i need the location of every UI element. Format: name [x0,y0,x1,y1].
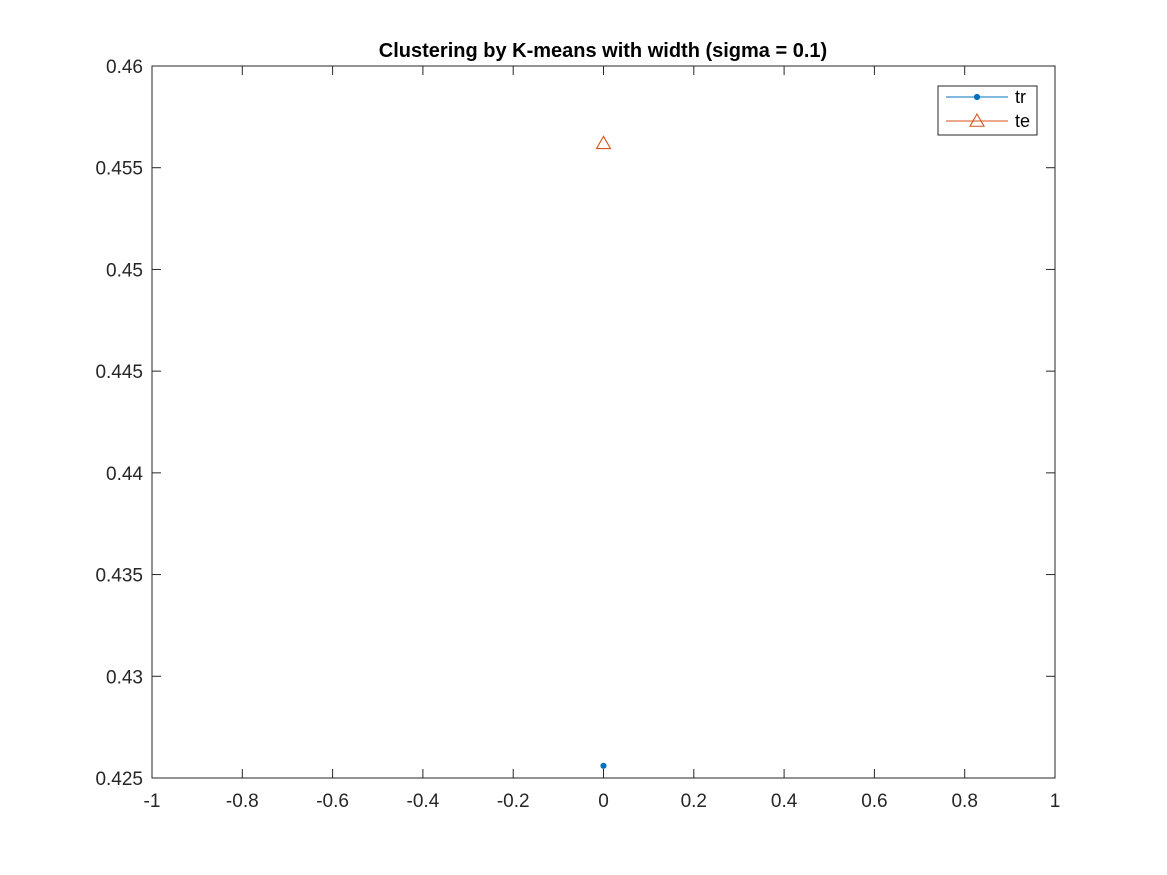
legend-marker-te [969,112,985,127]
plot-area [151,65,1056,779]
y-tick-label: 0.45 [106,260,143,281]
x-tick-label: 0.2 [681,791,707,812]
x-tick-label: 0.6 [861,791,887,812]
y-tick-label: 0.43 [106,667,143,688]
series-te-point [595,135,612,150]
x-tick-label: -0.8 [226,791,259,812]
series-tr-point [600,762,607,769]
y-tick-label: 0.455 [95,159,143,180]
x-tick-label: -0.2 [497,791,530,812]
x-tick-label: 0 [598,791,609,812]
x-tick-label: -1 [144,791,161,812]
legend-marker-tr [973,93,981,101]
y-tick-label: 0.44 [106,464,143,485]
x-tick-label: -0.6 [316,791,349,812]
y-tick-label: 0.435 [95,566,143,587]
data-marks [595,135,612,769]
chart-title: Clustering by K-means with width (sigma … [379,40,827,62]
x-tick-label: 0.8 [951,791,977,812]
x-tick-label: 0.4 [771,791,798,812]
legend-box [937,85,1038,136]
y-tick-label: 0.425 [95,769,143,790]
legend: tr te [937,85,1038,136]
legend-label-te: te [1015,111,1030,131]
tick-labels: -1 -0.8 -0.6 -0.4 -0.2 0 0.2 0.4 0.6 0.8 1 0.425 0.4… [95,57,1060,812]
y-tick-label: 0.445 [95,362,143,383]
x-tick-label: -0.4 [407,791,440,812]
axis-ticks [151,65,1056,779]
y-tick-label: 0.46 [106,57,143,78]
legend-label-tr: tr [1015,87,1026,107]
x-tick-label: 1 [1050,791,1061,812]
